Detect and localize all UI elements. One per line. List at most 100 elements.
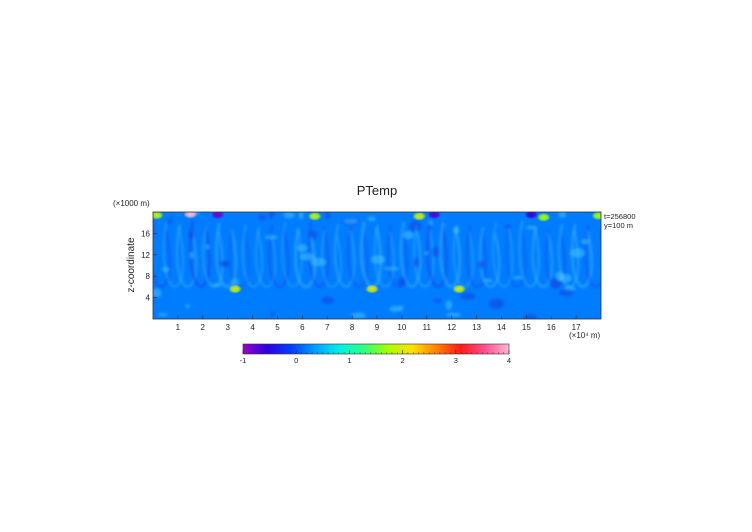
heatmap-cell (167, 217, 172, 225)
y-axis: 4 8 12 16 (141, 229, 157, 303)
heatmap-cell (264, 235, 278, 240)
heatmap-cell (367, 216, 376, 222)
heatmap-cell (512, 276, 524, 280)
heatmap-swirl (307, 221, 329, 288)
heatmap-cell (409, 220, 422, 232)
heatmap-cell (370, 255, 386, 264)
heatmap-cell (324, 212, 331, 220)
heatmap-cell (460, 292, 476, 300)
heatmap-cell (423, 251, 429, 256)
colorbar-tick-label: 4 (507, 356, 511, 365)
heatmap-swirl (531, 226, 554, 288)
heatmap-swirl (255, 226, 276, 288)
colorbar: -1 0 1 2 3 4 (240, 343, 511, 365)
heatmap-cell (445, 300, 453, 310)
heatmap-cell (558, 212, 567, 219)
heatmap-feature (228, 284, 243, 294)
heatmap-cell (205, 244, 211, 250)
heatmap-cell (413, 257, 419, 267)
heatmap-swirl (452, 224, 474, 288)
heatmap-cell (477, 260, 485, 269)
heatmap-swirl (466, 225, 487, 288)
heatmap-cell (297, 244, 308, 252)
heatmap-cell (522, 313, 538, 319)
x-tick-label: 6 (300, 323, 305, 332)
heatmap-feature (210, 212, 225, 220)
heatmap-swirl (188, 220, 211, 289)
heatmap-swirl (584, 224, 601, 288)
heatmap-cell (283, 212, 295, 219)
colorbar-tick-label: -1 (240, 356, 247, 365)
heatmap-feature (524, 212, 539, 220)
x-tick-label: 17 (572, 323, 581, 332)
heatmap-feature (183, 212, 198, 219)
colorbar-tick-label: 0 (294, 356, 298, 365)
heatmap-cell (389, 305, 401, 313)
heatmap-cell (504, 225, 511, 229)
heatmap-cell (482, 278, 494, 283)
heatmap-cell (231, 277, 239, 287)
heatmap-cell (157, 313, 168, 317)
x-tick-label: 8 (350, 323, 355, 332)
heatmap-cell (351, 312, 366, 319)
heatmap-cell (488, 298, 505, 310)
heatmap-cell (308, 230, 318, 240)
annotation-y: y=100 m (604, 221, 633, 230)
heatmap-feature (153, 212, 164, 220)
heatmap-cell (570, 248, 586, 258)
annotation-time: t=256800 (604, 212, 636, 221)
heatmap-cell (258, 214, 267, 221)
x-tick-label: 14 (497, 323, 506, 332)
heatmap-cell (270, 311, 275, 318)
heatmap-swirl (439, 222, 462, 289)
heatmap-feature (365, 284, 380, 294)
heatmap-cell (558, 273, 573, 283)
heatmap-cell (153, 288, 162, 298)
heatmap-cell (383, 266, 400, 271)
heatmap-features (153, 212, 601, 294)
y-unit-label: (×1000 m) (113, 199, 150, 208)
heatmap-swirl (505, 224, 527, 288)
heatmap-cell (210, 283, 224, 287)
heatmap-swirl (518, 220, 540, 288)
heatmap-cell (343, 218, 359, 225)
heatmap-cell (453, 226, 460, 234)
heatmap-cell (188, 230, 195, 239)
heatmap-swirl (478, 227, 501, 289)
heatmap-cell (431, 246, 440, 257)
chart-title: PTemp (357, 183, 397, 198)
heatmap-swirl (176, 224, 198, 288)
heatmap-plot-area (153, 212, 601, 319)
heatmap-cell (525, 225, 536, 230)
heatmap-cell (321, 296, 335, 305)
heatmap-feature (427, 212, 442, 220)
heatmap-cell (432, 298, 443, 303)
heatmap-swirl (242, 224, 263, 288)
heatmap-feature (452, 284, 467, 294)
x-tick-label: 11 (423, 323, 432, 332)
heatmap-swirl (373, 224, 395, 288)
heatmap-swirl (399, 221, 422, 288)
heatmap-feature (536, 212, 551, 222)
y-tick-label: 4 (146, 294, 151, 303)
colorbar-tick-label: 2 (401, 356, 405, 365)
x-tick-label: 16 (547, 323, 556, 332)
heatmap-cell (299, 252, 315, 261)
colorbar-tick-label: 3 (454, 356, 458, 365)
heatmap-swirl (215, 222, 237, 288)
x-tick-label: 4 (250, 323, 255, 332)
x-tick-label: 9 (375, 323, 380, 332)
heatmap-swirl (229, 226, 250, 288)
heatmap-swirl (426, 220, 448, 289)
x-unit-label: (×10⁴ m) (569, 331, 601, 340)
heatmap-cell (428, 219, 434, 226)
heatmap-cell (446, 312, 461, 317)
x-tick-label: 13 (472, 323, 481, 332)
heatmap-texture (153, 212, 601, 319)
heatmap-swirl (163, 220, 184, 288)
x-tick-label: 3 (225, 323, 230, 332)
heatmap-cell (298, 212, 304, 220)
y-tick-label: 8 (146, 272, 151, 281)
heatmap-cell (268, 212, 275, 219)
heatmap-swirl (268, 225, 290, 288)
